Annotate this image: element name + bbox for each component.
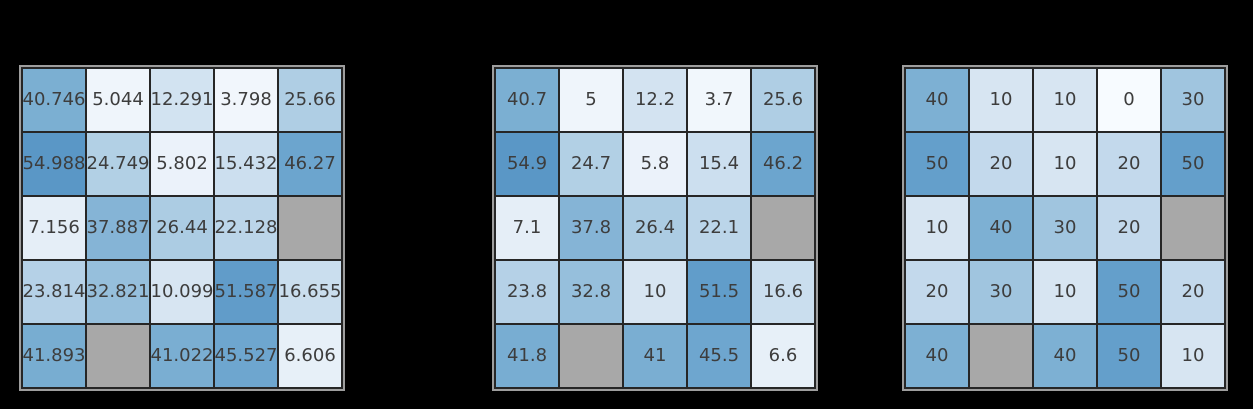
heatmap-cell: 25.6 <box>752 69 814 131</box>
heatmap-cell: 5 <box>560 69 622 131</box>
heatmap-cell: 3.798 <box>215 69 277 131</box>
heatmap-cell: 40 <box>1034 325 1096 387</box>
heatmap-cell: 5.802 <box>151 133 213 195</box>
heatmap-cell: 50 <box>1098 261 1160 323</box>
heatmap-cell <box>752 197 814 259</box>
heatmap-cell: 32.8 <box>560 261 622 323</box>
heatmap-cell <box>1162 197 1224 259</box>
heatmap-cell: 5.044 <box>87 69 149 131</box>
heatmap-cell: 7.156 <box>23 197 85 259</box>
heatmap-cell: 10 <box>624 261 686 323</box>
heatmap-cell: 15.432 <box>215 133 277 195</box>
heatmap-cell: 10 <box>1034 261 1096 323</box>
heatmap-cell: 41.8 <box>496 325 558 387</box>
heatmap-cell: 12.2 <box>624 69 686 131</box>
heatmap-cell: 10 <box>970 69 1032 131</box>
heatmap-cell: 7.1 <box>496 197 558 259</box>
heatmap-cell: 40.746 <box>23 69 85 131</box>
heatmap-cell: 45.5 <box>688 325 750 387</box>
heatmap-precision-1dp: 40.7 5 12.2 3.7 25.6 54.9 24.7 5.8 15.4 46.2 7.1 37… <box>492 65 818 391</box>
heatmap-cell: 20 <box>906 261 968 323</box>
heatmap-cell: 41 <box>624 325 686 387</box>
heatmap-cell <box>560 325 622 387</box>
heatmap-cell: 24.749 <box>87 133 149 195</box>
heatmap-cell: 23.814 <box>23 261 85 323</box>
heatmap-cell: 40.7 <box>496 69 558 131</box>
heatmap-cell: 40 <box>970 197 1032 259</box>
heatmap-precision-3dp: 40.746 5.044 12.291 3.798 25.66 54.988 24.749 5… <box>19 65 345 391</box>
heatmap-cell: 10 <box>906 197 968 259</box>
heatmap-cell: 54.988 <box>23 133 85 195</box>
heatmap-cell: 45.527 <box>215 325 277 387</box>
heatmap-cell: 22.128 <box>215 197 277 259</box>
heatmap-cell: 46.27 <box>279 133 341 195</box>
heatmap-cell: 41.893 <box>23 325 85 387</box>
heatmap-cell <box>279 197 341 259</box>
heatmap-cell: 6.6 <box>752 325 814 387</box>
heatmap-cell: 16.655 <box>279 261 341 323</box>
heatmap-cell: 46.2 <box>752 133 814 195</box>
heatmap-cell: 16.6 <box>752 261 814 323</box>
heatmap-cell: 20 <box>1098 133 1160 195</box>
heatmap-cell <box>970 325 1032 387</box>
heatmap-cell: 20 <box>1098 197 1160 259</box>
heatmap-cell: 51.587 <box>215 261 277 323</box>
heatmap-cell <box>87 325 149 387</box>
heatmap-cell: 30 <box>970 261 1032 323</box>
heatmap-cell: 40 <box>906 325 968 387</box>
heatmap-cell: 0 <box>1098 69 1160 131</box>
heatmap-cell: 50 <box>1162 133 1224 195</box>
heatmap-cell: 10 <box>1162 325 1224 387</box>
heatmap-cell: 37.8 <box>560 197 622 259</box>
heatmap-cell: 25.66 <box>279 69 341 131</box>
heatmap-cell: 10.099 <box>151 261 213 323</box>
heatmap-cell: 30 <box>1034 197 1096 259</box>
heatmap-cell: 10 <box>1034 69 1096 131</box>
heatmap-cell: 15.4 <box>688 133 750 195</box>
heatmap-cell: 3.7 <box>688 69 750 131</box>
heatmap-cell: 51.5 <box>688 261 750 323</box>
heatmap-rounded-tens: 40 10 10 0 30 50 20 10 20 50 10 40 30 20 20 30 10 50 20 40 4… <box>902 65 1228 391</box>
heatmap-cell: 12.291 <box>151 69 213 131</box>
heatmap-cell: 40 <box>906 69 968 131</box>
heatmap-cell: 10 <box>1034 133 1096 195</box>
heatmap-cell: 54.9 <box>496 133 558 195</box>
heatmap-cell: 50 <box>906 133 968 195</box>
heatmap-cell: 26.4 <box>624 197 686 259</box>
heatmap-cell: 22.1 <box>688 197 750 259</box>
heatmap-cell: 50 <box>1098 325 1160 387</box>
heatmap-cell: 26.44 <box>151 197 213 259</box>
heatmap-cell: 37.887 <box>87 197 149 259</box>
heatmap-cell: 20 <box>1162 261 1224 323</box>
heatmap-cell: 41.022 <box>151 325 213 387</box>
heatmap-cell: 20 <box>970 133 1032 195</box>
heatmap-cell: 24.7 <box>560 133 622 195</box>
heatmap-cell: 6.606 <box>279 325 341 387</box>
heatmap-cell: 5.8 <box>624 133 686 195</box>
heatmap-cell: 32.821 <box>87 261 149 323</box>
heatmap-cell: 30 <box>1162 69 1224 131</box>
heatmap-cell: 23.8 <box>496 261 558 323</box>
